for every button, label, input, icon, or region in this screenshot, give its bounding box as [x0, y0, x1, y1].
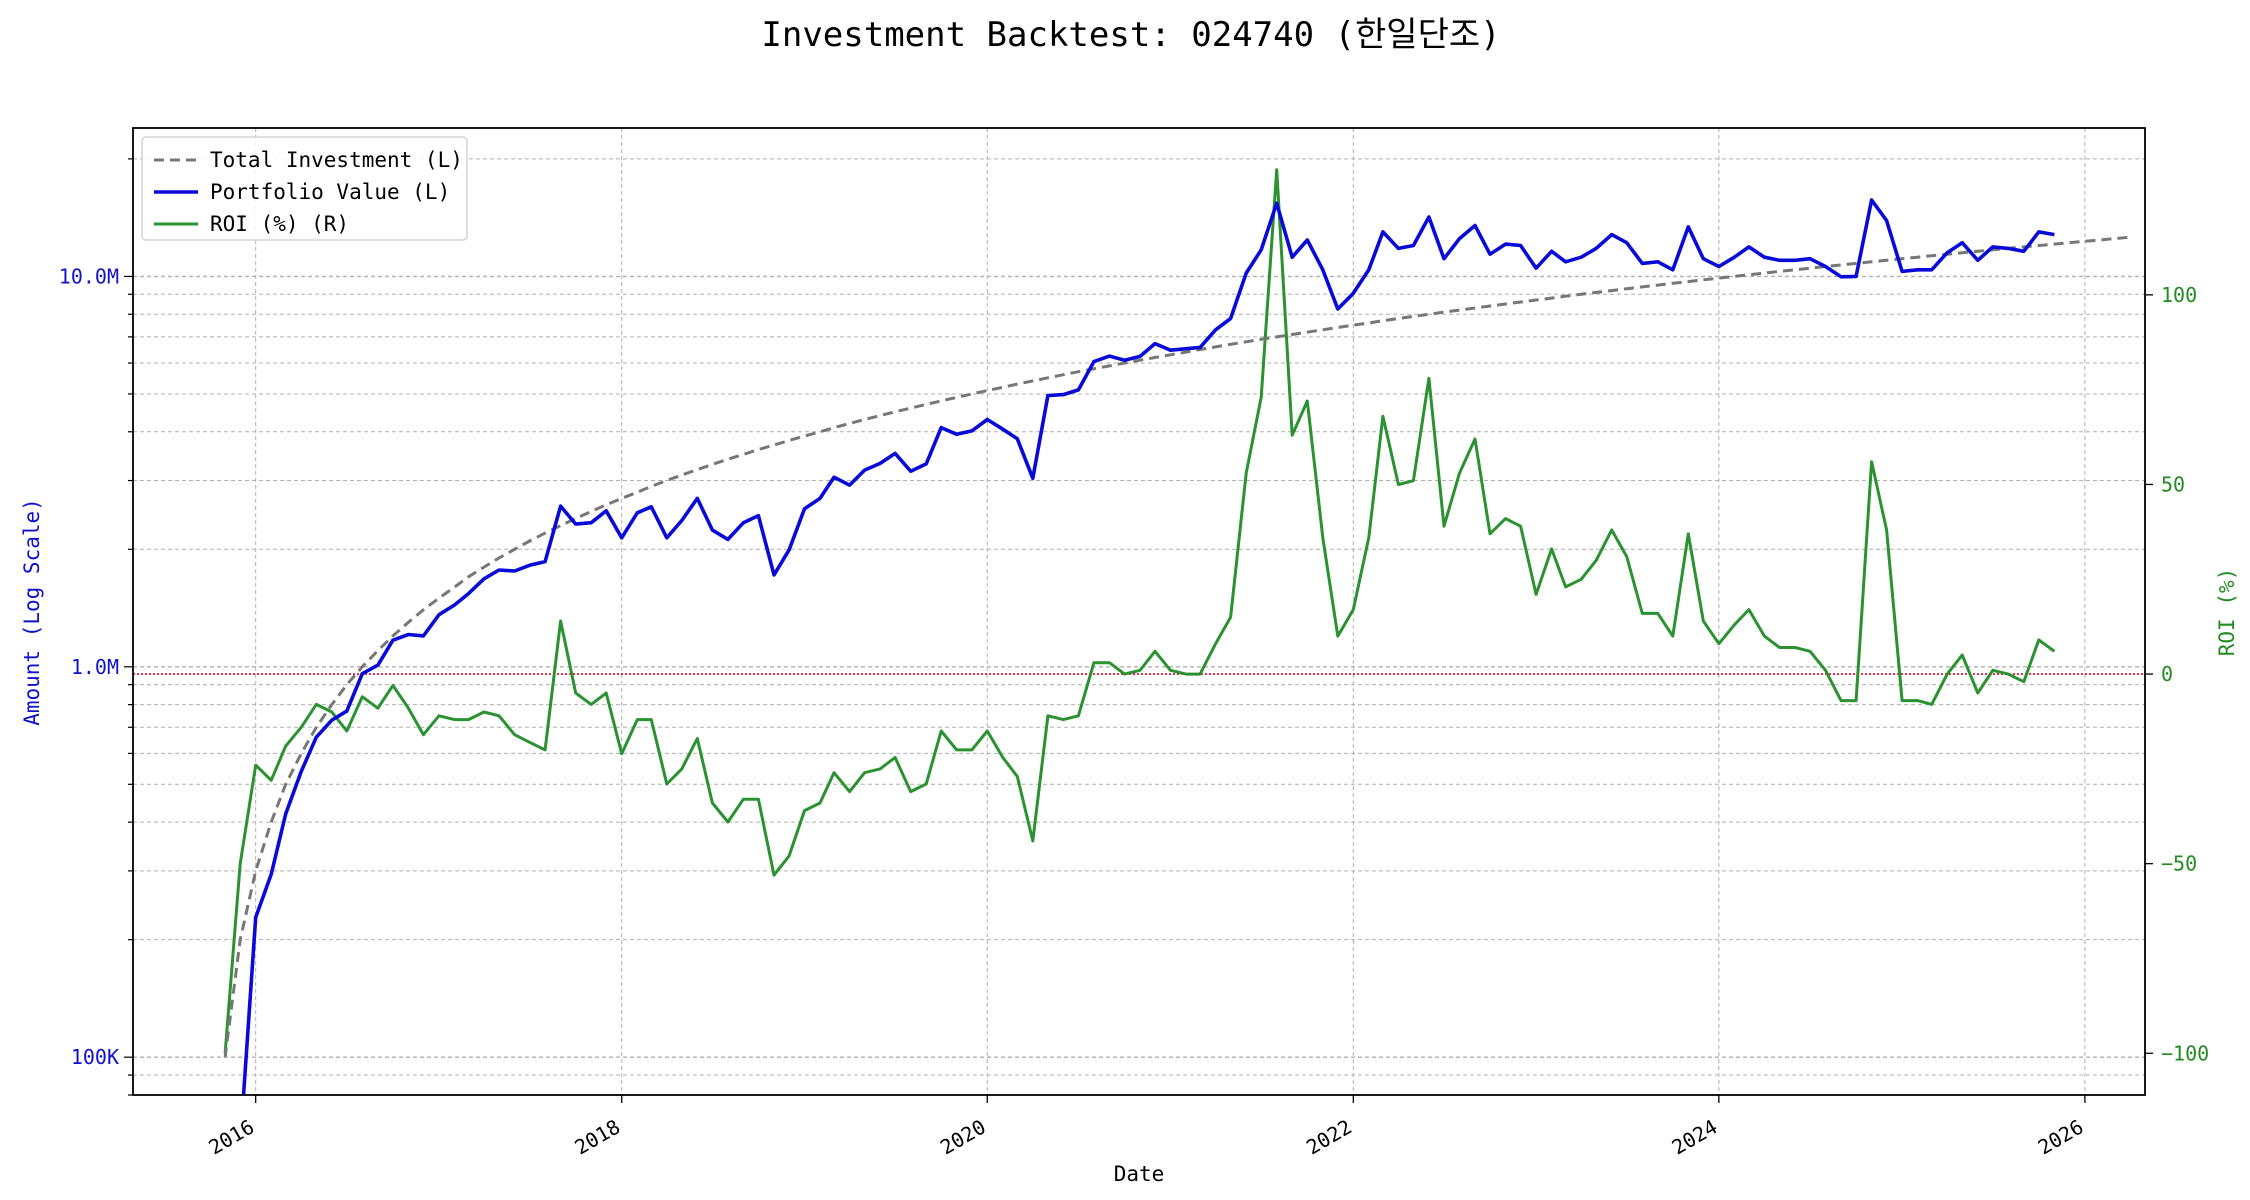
- chart-title: Investment Backtest: 024740 (한일단조): [761, 15, 1500, 55]
- total-investment-series-line: [223, 235, 2131, 1058]
- plot-area: [133, 168, 2145, 1095]
- legend-entry: Total Investment (L): [210, 148, 463, 172]
- left-tick-label: 1.0M: [71, 655, 119, 679]
- right-tick-label: −100: [2161, 1041, 2209, 1065]
- right-tick-label: 50: [2161, 472, 2185, 496]
- left-tick-label: 10.0M: [59, 264, 119, 288]
- legend-entry: Portfolio Value (L): [210, 180, 450, 204]
- left-tick-label: 100K: [71, 1045, 119, 1069]
- legend-box: [141, 136, 468, 241]
- right-y-axis-label: ROI (%): [2215, 568, 2239, 657]
- right-tick-label: 100: [2161, 283, 2197, 307]
- plot-background: [133, 128, 2145, 1095]
- grid: [133, 128, 2145, 1096]
- legend-entry: ROI (%) (R): [210, 212, 349, 236]
- left-y-axis-label: Amount (Log Scale): [20, 498, 44, 726]
- right-tick-label: −50: [2161, 852, 2197, 876]
- plot-frame: [132, 127, 2146, 1096]
- roi-series-line: [223, 168, 2056, 1054]
- portfolio-value-series-line: [241, 198, 2055, 1095]
- legend: Total Investment (L) Portfolio Value (L) R…: [141, 136, 468, 241]
- right-tick-label: 0: [2161, 662, 2173, 686]
- x-axis-label: Date: [1114, 1162, 1165, 1186]
